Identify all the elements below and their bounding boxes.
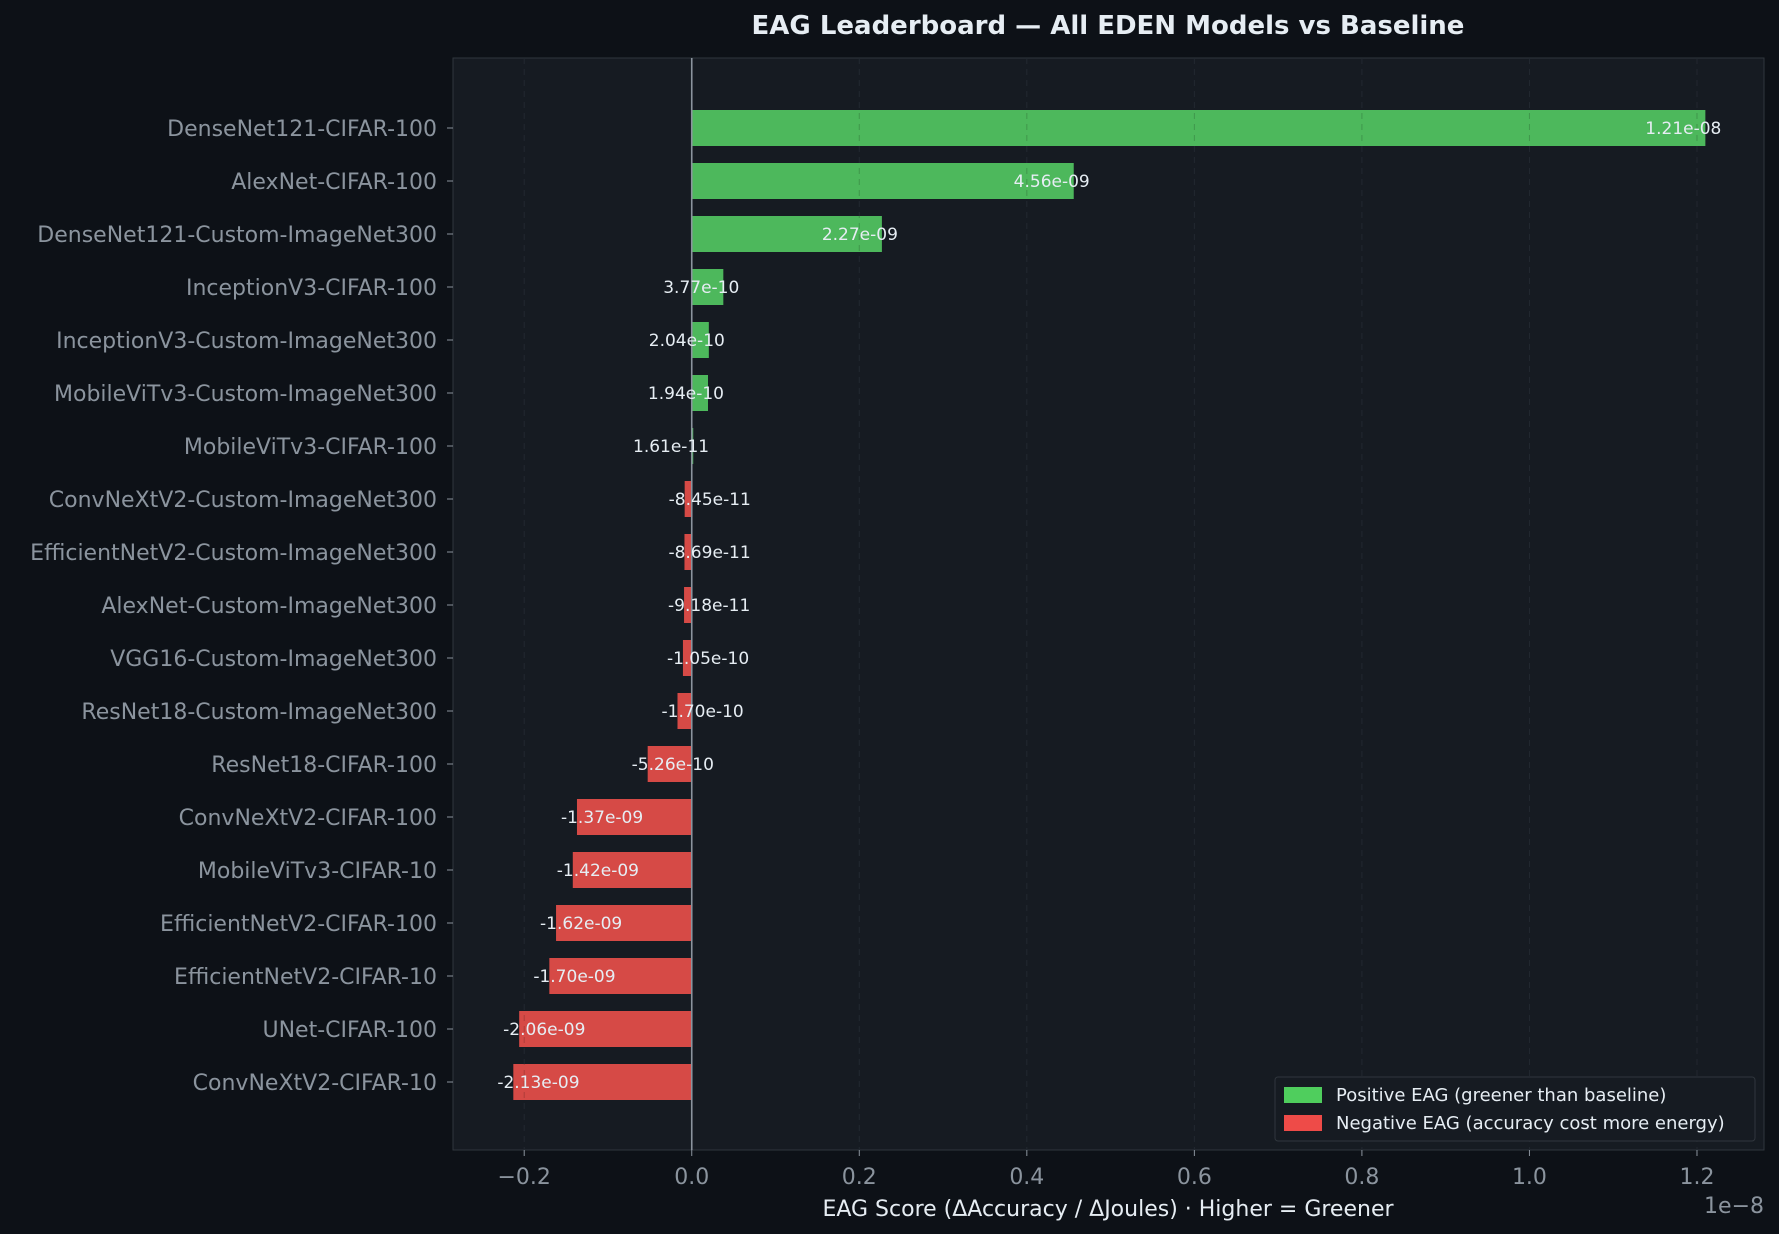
legend-swatch — [1284, 1087, 1322, 1103]
legend-items: Positive EAG (greener than baseline) Nega… — [1284, 1085, 1725, 1134]
legend: Positive EAG (greener than baseline) Nega… — [1274, 1076, 1756, 1142]
category-label: ResNet18-CIFAR-100 — [211, 753, 437, 778]
bar — [684, 534, 692, 570]
category-label: EfficientNetV2-CIFAR-10 — [174, 965, 437, 990]
bar — [576, 799, 692, 835]
bar — [691, 269, 724, 305]
bar — [691, 163, 1074, 199]
category-label: UNet-CIFAR-100 — [262, 1018, 437, 1043]
chart-title: EAG Leaderboard — All EDEN Models vs Bas… — [752, 11, 1465, 41]
bar — [519, 1011, 692, 1047]
category-label: InceptionV3-CIFAR-100 — [186, 276, 437, 301]
bar-value-label: 4.56e-09 — [1014, 172, 1090, 192]
category-label: MobileViTv3-CIFAR-10 — [198, 859, 437, 884]
category-label: ConvNeXtV2-CIFAR-100 — [179, 806, 437, 831]
bar — [556, 905, 692, 941]
bar — [647, 746, 692, 782]
category-label: DenseNet121-CIFAR-100 — [167, 117, 437, 142]
bar-value-label: 2.27e-09 — [822, 225, 898, 245]
legend-swatch — [1284, 1115, 1322, 1131]
value-labels: 1.21e-08 4.56e-09 2.27e-09 3.77e-10 2.04e-10… — [497, 119, 1721, 1093]
x-tick-label: 0.6 — [1177, 1165, 1212, 1190]
bar-value-label: -1.70e-09 — [533, 967, 615, 987]
bar-value-label: 1.61e-11 — [633, 437, 709, 457]
bar-value-label: -2.13e-09 — [497, 1073, 579, 1093]
bar-value-label: -9.18e-11 — [668, 596, 750, 616]
bar-value-label: -1.37e-09 — [561, 808, 643, 828]
bar — [684, 481, 692, 517]
bar — [691, 375, 708, 411]
bar-value-label: 3.77e-10 — [663, 278, 739, 298]
x-tick-label: 0.2 — [842, 1165, 877, 1190]
bar — [513, 1064, 692, 1100]
bar — [691, 216, 882, 252]
bar — [572, 852, 692, 888]
overlay-grid-lines — [523, 58, 1698, 1150]
x-ticks: −0.2 0.0 0.2 0.4 0.6 0.8 1.0 1.2 — [497, 1150, 1714, 1190]
legend-box — [1274, 1076, 1756, 1142]
category-label: VGG16-Custom-ImageNet300 — [110, 647, 437, 672]
legend-label: Positive EAG (greener than baseline) — [1336, 1085, 1666, 1106]
category-label: DenseNet121-Custom-ImageNet300 — [37, 223, 437, 248]
bar-value-label: 1.94e-10 — [648, 384, 724, 404]
bar-value-label: -1.62e-09 — [540, 914, 622, 934]
x-tick-label: 0.0 — [674, 1165, 709, 1190]
x-tick-label: 1.2 — [1679, 1165, 1714, 1190]
category-label: EfficientNetV2-Custom-ImageNet300 — [30, 541, 437, 566]
category-label: AlexNet-CIFAR-100 — [231, 170, 437, 195]
bar — [677, 693, 692, 729]
bar-value-label: -1.70e-10 — [662, 702, 744, 722]
bar-value-label: -1.42e-09 — [557, 861, 639, 881]
x-axis-label: EAG Score (ΔAccuracy / ΔJoules) · Higher… — [822, 1197, 1394, 1222]
category-label: MobileViTv3-CIFAR-100 — [184, 435, 437, 460]
category-label: EfficientNetV2-CIFAR-100 — [160, 912, 437, 937]
category-label: ConvNeXtV2-CIFAR-10 — [193, 1071, 437, 1096]
bar-value-label: 1.21e-08 — [1645, 119, 1721, 139]
bar-value-label: -5.26e-10 — [632, 755, 714, 775]
category-label: ConvNeXtV2-Custom-ImageNet300 — [49, 488, 437, 513]
bar-value-label: 2.04e-10 — [649, 331, 725, 351]
legend-label: Negative EAG (accuracy cost more energy) — [1336, 1113, 1725, 1134]
x-tick-label: 0.8 — [1344, 1165, 1379, 1190]
x-tick-label: 0.4 — [1009, 1165, 1044, 1190]
x-tick-label: 1.0 — [1512, 1165, 1547, 1190]
category-label: ResNet18-Custom-ImageNet300 — [81, 700, 437, 725]
bar-value-label: -1.05e-10 — [667, 649, 749, 669]
category-labels: DenseNet121-CIFAR-100 AlexNet-CIFAR-100 De… — [30, 117, 453, 1096]
axis-offset-label: 1e−8 — [1704, 1194, 1764, 1219]
bar — [682, 640, 692, 676]
bar-value-label: -2.06e-09 — [503, 1020, 585, 1040]
bar — [691, 322, 709, 358]
bars — [513, 110, 1706, 1100]
x-tick-label: −0.2 — [497, 1165, 550, 1190]
bar-value-label: -8.69e-11 — [668, 543, 750, 563]
category-label: MobileViTv3-Custom-ImageNet300 — [54, 382, 437, 407]
category-label: AlexNet-Custom-ImageNet300 — [101, 594, 437, 619]
bar — [684, 587, 692, 623]
bar-value-label: -8.45e-11 — [669, 490, 751, 510]
bar — [691, 110, 1706, 146]
bar — [549, 958, 692, 994]
category-label: InceptionV3-Custom-ImageNet300 — [56, 329, 437, 354]
